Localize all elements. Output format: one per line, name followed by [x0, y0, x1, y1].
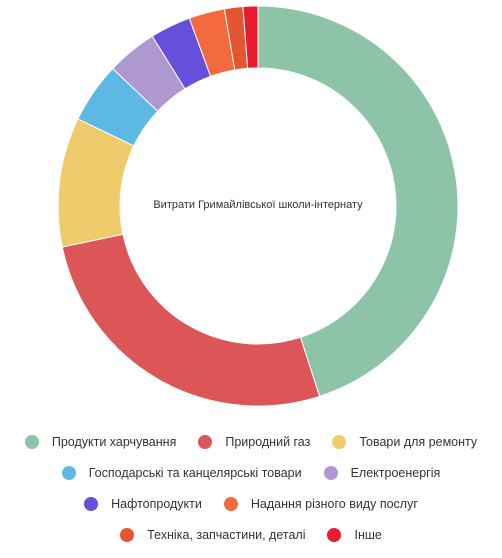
legend-swatch: [120, 527, 135, 542]
legend-row: Продукти харчування Природний газ Товари…: [0, 426, 502, 457]
legend-label: Продукти харчування: [51, 434, 177, 449]
chart-title: Витрати Гримайлівської школи-інтернату: [153, 199, 363, 211]
legend-item-equipment[interactable]: Техніка, запчастини, деталі: [120, 527, 306, 542]
legend-row: Техніка, запчастини, деталі Інше: [0, 519, 502, 550]
slice-1[interactable]: [61, 233, 321, 407]
legend-item-repair-goods[interactable]: Товари для ремонту: [332, 434, 478, 449]
legend-swatch: [327, 527, 342, 542]
legend-item-other[interactable]: Інше: [327, 527, 382, 542]
legend-label: Господарські та канцелярські товари: [88, 465, 302, 480]
chart-legend: Продукти харчування Природний газ Товари…: [0, 426, 502, 550]
legend-item-natural-gas[interactable]: Природний газ: [198, 434, 311, 449]
legend-swatch: [84, 496, 99, 511]
legend-label: Нафтопродукти: [111, 496, 202, 511]
legend-label: Товари для ремонту: [359, 434, 478, 449]
legend-item-services[interactable]: Надання різного виду послуг: [223, 496, 418, 511]
legend-item-electricity[interactable]: Електроенергія: [323, 465, 441, 480]
slice-8[interactable]: [242, 5, 259, 69]
donut-chart-svg: [57, 5, 459, 407]
legend-item-petroleum[interactable]: Нафтопродукти: [84, 496, 202, 511]
legend-swatch: [223, 496, 238, 511]
legend-label: Електроенергія: [350, 465, 441, 480]
legend-item-food[interactable]: Продукти харчування: [24, 434, 177, 449]
legend-swatch: [332, 434, 347, 449]
legend-label: Природний газ: [225, 434, 311, 449]
legend-label: Техніка, запчастини, деталі: [147, 527, 306, 542]
legend-row: Нафтопродукти Надання різного виду послу…: [0, 488, 502, 519]
legend-item-household-goods[interactable]: Господарські та канцелярські товари: [61, 465, 302, 480]
legend-swatch: [323, 465, 338, 480]
slice-0[interactable]: [257, 5, 459, 397]
legend-row: Господарські та канцелярські товари Елек…: [0, 457, 502, 488]
legend-label: Надання різного виду послуг: [250, 496, 418, 511]
legend-swatch: [24, 434, 39, 449]
legend-swatch: [198, 434, 213, 449]
legend-swatch: [61, 465, 76, 480]
donut-chart: Витрати Гримайлівської школи-інтернату: [57, 5, 459, 407]
legend-label: Інше: [354, 527, 382, 542]
